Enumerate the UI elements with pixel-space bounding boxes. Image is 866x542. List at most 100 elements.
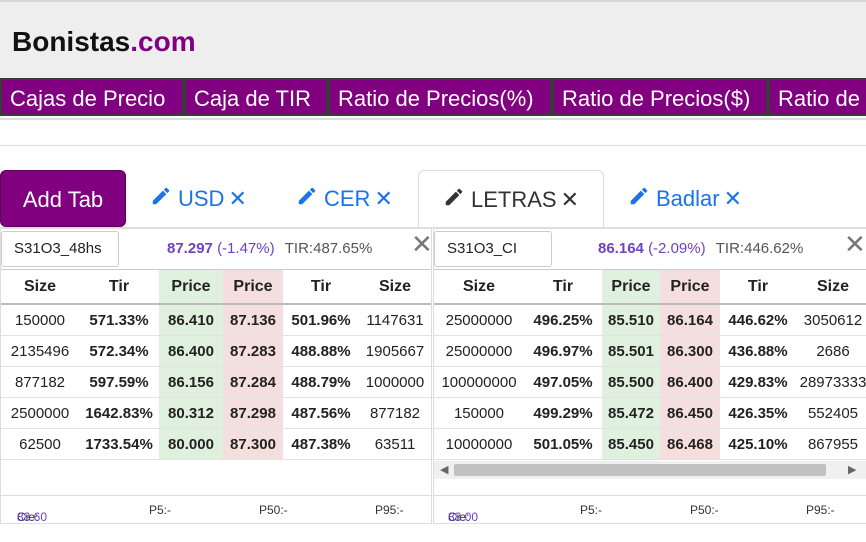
col-ask-size: Size: [359, 269, 431, 305]
cie-label: Cie:: [17, 510, 39, 524]
nav-caja-de-tir[interactable]: Caja de TIR: [184, 78, 328, 116]
table-header-row: Size Tir Price Price Tir Size: [434, 269, 866, 305]
col-ask-tir: Tir: [720, 269, 796, 305]
bid-size: 25000000: [434, 335, 524, 367]
ask-size: 1000000: [359, 366, 431, 398]
bid-tir: 1733.54%: [79, 428, 159, 460]
col-ask-tir: Tir: [283, 269, 359, 305]
ask-tir: 436.88%: [720, 335, 796, 367]
ask-price: 86.468: [660, 428, 720, 460]
p50-stat: P50:-: [690, 503, 719, 517]
bid-tir: 496.97%: [524, 335, 602, 367]
tab-cer[interactable]: CER ✕: [296, 170, 406, 228]
col-bid-size: Size: [434, 269, 524, 305]
bid-size: 2135496: [1, 335, 79, 367]
close-icon[interactable]: ✕: [374, 186, 393, 211]
horizontal-scrollbar[interactable]: ◀ ▶: [434, 461, 866, 479]
bid-size: 150000: [434, 397, 524, 429]
nav-cajas-de-precio[interactable]: Cajas de Precio: [0, 78, 184, 116]
ask-tir: 488.88%: [283, 335, 359, 367]
ask-size: 867955: [796, 428, 866, 460]
ask-tir: 488.79%: [283, 366, 359, 398]
close-icon[interactable]: ✕: [844, 229, 866, 259]
ask-price: 87.300: [223, 428, 283, 460]
ask-price: 86.450: [660, 397, 720, 429]
cie-label: Cie:: [448, 510, 470, 524]
pencil-icon[interactable]: [296, 171, 318, 229]
pencil-icon[interactable]: [628, 171, 650, 229]
nav-ratio-precios-pct[interactable]: Ratio de Precios(%): [328, 78, 552, 116]
col-ask-price: Price: [223, 269, 283, 305]
last-price: 87.297: [167, 240, 213, 257]
bid-tir: 501.05%: [524, 428, 602, 460]
scrollbar-thumb[interactable]: [454, 464, 826, 476]
add-tab-button[interactable]: Add Tab: [0, 170, 126, 227]
ask-size: 3050612: [796, 304, 866, 336]
brand-name: Bonistas: [12, 26, 131, 57]
order-book-panel: S31O3_48hs 87.297 (-1.47%) TIR:487.65% ✕…: [0, 228, 432, 524]
close-icon[interactable]: ✕: [560, 187, 580, 212]
pencil-icon[interactable]: [150, 171, 172, 229]
site-logo[interactable]: Bonistas.com: [12, 26, 196, 58]
ask-size: 28973333: [796, 366, 866, 398]
table-row: 62500 1733.54% 80.000 87.300 487.38% 63511: [1, 428, 431, 460]
bid-size: 100000000: [434, 366, 524, 398]
close-icon[interactable]: ✕: [411, 229, 432, 259]
bid-price: 86.156: [159, 366, 223, 398]
bid-price: 80.312: [159, 397, 223, 429]
tir-value: TIR:487.65%: [284, 240, 373, 257]
ask-tir: 487.38%: [283, 428, 359, 460]
ask-size: 552405: [796, 397, 866, 429]
tab-usd[interactable]: USD ✕: [150, 170, 260, 228]
ask-price: 86.164: [660, 304, 720, 336]
bid-tir: 597.59%: [79, 366, 159, 398]
col-bid-tir: Tir: [79, 269, 159, 305]
table-row: 25000000 496.97% 85.501 86.300 436.88% 2686: [434, 335, 866, 367]
ask-size: 877182: [359, 397, 431, 429]
bid-tir: 571.33%: [79, 304, 159, 336]
price-change: (-1.47%): [217, 240, 275, 257]
table-row: 877182 597.59% 86.156 87.284 488.79% 1000000: [1, 366, 431, 398]
scroll-right-icon[interactable]: ▶: [848, 464, 857, 476]
table-row: 100000000 497.05% 85.500 86.400 429.83% 28973…: [434, 366, 866, 398]
p95-stat: P95:-: [375, 503, 404, 517]
col-bid-size: Size: [1, 269, 79, 305]
ticker-input[interactable]: S31O3_CI: [434, 231, 552, 267]
bid-size: 877182: [1, 366, 79, 398]
tab-letras[interactable]: LETRAS ✕: [418, 170, 604, 228]
close-icon[interactable]: ✕: [228, 186, 247, 211]
col-ask-price: Price: [660, 269, 720, 305]
stats-footer: Cie: 88.60 P5:- P50:- P95:-: [1, 495, 431, 524]
nav-ratio-de[interactable]: Ratio de: [768, 78, 866, 116]
table-row: 2135496 572.34% 86.400 87.283 488.88% 1905667: [1, 335, 431, 367]
tab-label: USD: [178, 186, 225, 211]
divider: [0, 145, 866, 146]
site-header: Bonistas.com: [0, 0, 866, 78]
bid-price: 85.450: [602, 428, 660, 460]
table-row: 2500000 1642.83% 80.312 87.298 487.56% 877182: [1, 397, 431, 429]
bid-size: 2500000: [1, 397, 79, 429]
pencil-icon[interactable]: [443, 172, 465, 230]
table-row: 150000 499.29% 85.472 86.450 426.35% 552405: [434, 397, 866, 429]
tab-label: Badlar: [656, 186, 720, 211]
ask-tir: 429.83%: [720, 366, 796, 398]
bid-tir: 497.05%: [524, 366, 602, 398]
ticker-input[interactable]: S31O3_48hs: [1, 231, 119, 267]
ask-price: 87.298: [223, 397, 283, 429]
close-icon[interactable]: ✕: [723, 186, 743, 211]
quote-summary: 86.164 (-2.09%) TIR:446.62%: [598, 231, 803, 267]
order-book-panel: S31O3_CI 86.164 (-2.09%) TIR:446.62% ✕ S…: [433, 228, 866, 524]
scroll-left-icon[interactable]: ◀: [440, 464, 449, 476]
ask-price: 87.283: [223, 335, 283, 367]
bid-price: 80.000: [159, 428, 223, 460]
stats-footer: Cie: 88.00 P5:- P50:- P95:-: [434, 495, 866, 524]
p5-stat: P5:-: [580, 503, 603, 517]
cie-value: 88.00: [448, 510, 479, 524]
nav-ratio-precios-usd[interactable]: Ratio de Precios($): [552, 78, 768, 116]
p5-stat: P5:-: [149, 503, 172, 517]
quote-summary: 87.297 (-1.47%) TIR:487.65%: [167, 231, 372, 267]
table-row: 150000 571.33% 86.410 87.136 501.96% 1147631: [1, 304, 431, 336]
bid-price: 86.410: [159, 304, 223, 336]
table-row: 10000000 501.05% 85.450 86.468 425.10% 867955: [434, 428, 866, 460]
tab-badlar[interactable]: Badlar ✕: [628, 170, 758, 228]
